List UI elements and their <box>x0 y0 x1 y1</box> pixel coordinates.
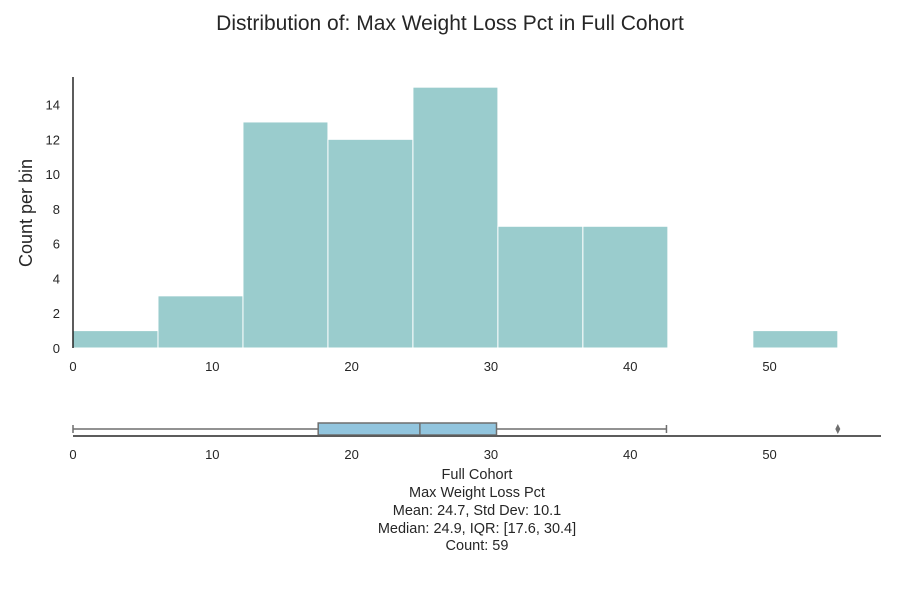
y-tick-label: 2 <box>53 306 60 321</box>
histogram-bar <box>72 330 159 349</box>
histogram-x-tick-label: 10 <box>205 359 219 374</box>
summary-count: Count: 59 <box>446 538 509 554</box>
histogram-bar <box>327 138 414 349</box>
boxplot-box <box>317 422 498 436</box>
histogram-bar <box>497 225 584 349</box>
y-tick-label: 4 <box>53 271 60 286</box>
histogram-bar <box>752 330 839 349</box>
boxplot <box>72 422 881 437</box>
histogram-x-tick-label: 30 <box>484 359 498 374</box>
histogram-x-tick-label: 50 <box>762 359 776 374</box>
histogram-bar <box>157 295 244 349</box>
summary-mean-std: Mean: 24.7, Std Dev: 10.1 <box>393 503 561 519</box>
histogram-bar <box>242 121 329 349</box>
boxplot-x-tick-label: 20 <box>344 447 358 462</box>
boxplot-x-tick-label: 40 <box>623 447 637 462</box>
y-tick-label: 0 <box>53 341 60 356</box>
y-tick-label: 6 <box>53 237 60 252</box>
summary-statistics: Full Cohort Max Weight Loss Pct Mean: 24… <box>378 467 576 554</box>
y-axis-ticks: 0 2 4 6 8 10 12 14 <box>46 98 60 356</box>
boxplot-x-tick-label: 50 <box>762 447 776 462</box>
boxplot-x-tick-label: 10 <box>205 447 219 462</box>
y-tick-label: 8 <box>53 202 60 217</box>
histogram-x-tick-label: 40 <box>623 359 637 374</box>
boxplot-x-axis-ticks: 0 10 20 30 40 50 <box>69 447 776 462</box>
summary-group: Full Cohort <box>442 467 513 483</box>
histogram-x-axis-ticks: 0 10 20 30 40 50 <box>69 359 776 374</box>
boxplot-x-tick-label: 30 <box>484 447 498 462</box>
histogram-bar <box>582 225 669 349</box>
boxplot-x-tick-label: 0 <box>69 447 76 462</box>
y-axis-label: Count per bin <box>16 159 36 267</box>
boxplot-outlier <box>835 424 841 434</box>
y-tick-label: 12 <box>46 132 60 147</box>
histogram-bar <box>412 86 499 349</box>
histogram-x-tick-label: 0 <box>69 359 76 374</box>
y-tick-label: 14 <box>46 98 60 113</box>
histogram-bars <box>72 86 839 349</box>
summary-median-iqr: Median: 24.9, IQR: [17.6, 30.4] <box>378 521 576 537</box>
chart-title: Distribution of: Max Weight Loss Pct in … <box>216 12 684 35</box>
y-tick-label: 10 <box>46 167 60 182</box>
histogram-x-tick-label: 20 <box>344 359 358 374</box>
summary-variable: Max Weight Loss Pct <box>409 485 545 501</box>
